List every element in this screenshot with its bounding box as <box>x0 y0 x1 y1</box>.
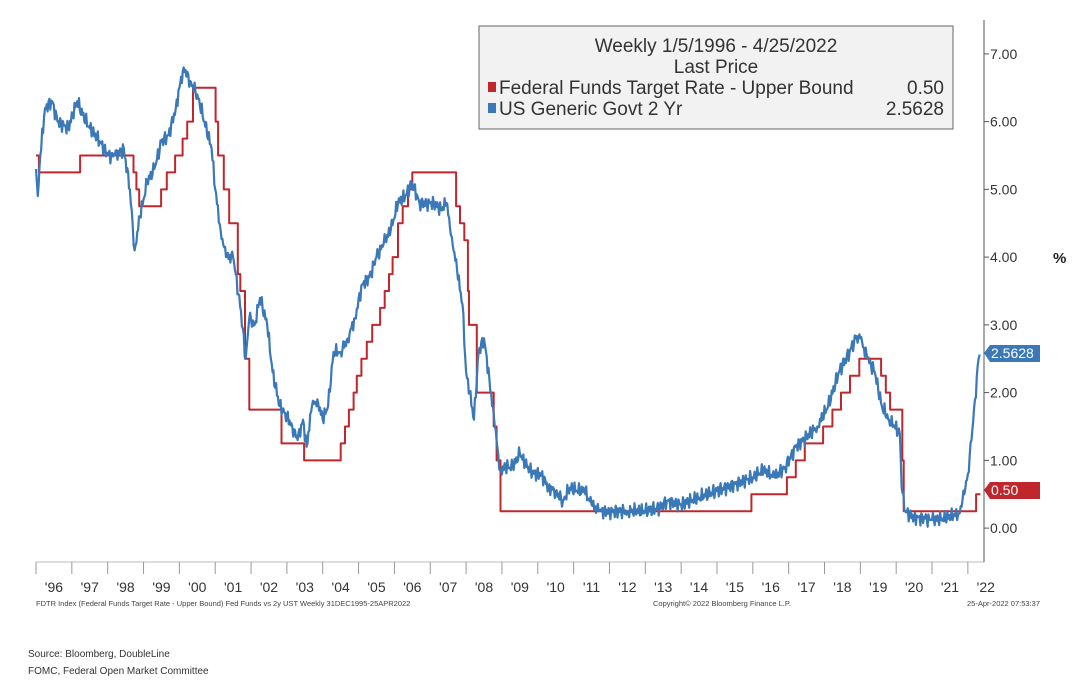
x-tick-label: '21 <box>941 579 959 595</box>
x-tick-label: '09 <box>511 579 529 595</box>
last-tag-treasury: 2.5628 <box>984 345 1040 362</box>
legend-value-fed: 0.50 <box>907 78 944 99</box>
source-line-1: Source: Bloomberg, DoubleLine <box>28 649 170 660</box>
x-tick-label: '10 <box>547 579 565 595</box>
y-tick-label: 4.00 <box>990 249 1017 265</box>
x-tick-label: '20 <box>905 579 923 595</box>
x-axis-ticks: '96 '97 '98 '99 '00 '01 '02 '03 '04 '05 '06 '07 '08 '… <box>35 562 995 595</box>
footer-description: FDTR Index (Federal Funds Target Rate - … <box>36 599 410 608</box>
series-line-fed-funds <box>36 86 981 513</box>
last-tag-fed: 0.50 <box>984 482 1040 499</box>
y-axis-ticks: 0.00 1.00 2.00 3.00 4.00 5.00 6.00 7.00 <box>984 46 1017 536</box>
series-line-treasury-2y <box>34 66 981 528</box>
x-tick-label: '22 <box>977 579 995 595</box>
legend: Weekly 1/5/1996 - 4/25/2022 Last Price F… <box>478 25 954 130</box>
legend-swatch-treasury <box>488 103 496 113</box>
x-tick-label: '96 <box>45 579 63 595</box>
x-tick-label: '04 <box>332 579 350 595</box>
x-tick-label: '02 <box>260 579 278 595</box>
x-tick-label: '12 <box>618 579 636 595</box>
plot-area <box>34 20 985 563</box>
legend-box <box>478 25 954 130</box>
source-line-2: FOMC, Federal Open Market Committee <box>28 666 209 677</box>
x-tick-label: '08 <box>475 579 493 595</box>
x-tick-label: '14 <box>690 579 708 595</box>
y-tick-label: 1.00 <box>990 452 1017 468</box>
legend-value-treasury: 2.5628 <box>886 99 944 120</box>
legend-title-period: Weekly 1/5/1996 - 4/25/2022 <box>595 36 838 57</box>
x-tick-label: '01 <box>224 579 242 595</box>
x-tick-label: '15 <box>726 579 744 595</box>
y-tick-label: 7.00 <box>990 46 1017 62</box>
y-tick-label: 6.00 <box>990 114 1017 130</box>
last-tag-fed-value: 0.50 <box>991 482 1018 498</box>
y-tick-label: 3.00 <box>990 317 1017 333</box>
x-tick-label: '06 <box>403 579 421 595</box>
x-tick-label: '16 <box>762 579 780 595</box>
unit-label: % <box>1053 250 1066 267</box>
y-tick-label: 5.00 <box>990 181 1017 197</box>
legend-label-fed: Federal Funds Target Rate - Upper Bound <box>499 78 854 99</box>
last-tag-treasury-bg <box>984 345 1040 362</box>
y-tick-label: 2.00 <box>990 385 1017 401</box>
x-tick-label: '03 <box>296 579 314 595</box>
x-tick-label: '18 <box>833 579 851 595</box>
last-value-tags: 2.5628 0.50 <box>984 345 1040 499</box>
last-tag-fed-bg <box>984 482 1040 499</box>
legend-title-price: Last Price <box>674 57 758 78</box>
series-layer <box>34 66 981 528</box>
x-tick-label: '97 <box>81 579 99 595</box>
x-tick-label: '00 <box>188 579 206 595</box>
y-tick-label: 0.00 <box>990 520 1017 536</box>
x-tick-label: '13 <box>654 579 672 595</box>
x-tick-label: '11 <box>583 579 600 595</box>
x-tick-label: '05 <box>367 579 385 595</box>
footer-copyright: Copyright© 2022 Bloomberg Finance L.P. <box>653 599 791 608</box>
legend-label-treasury: US Generic Govt 2 Yr <box>499 99 683 120</box>
footer-timestamp: 25-Apr-2022 07:53:37 <box>967 599 1040 608</box>
x-tick-label: '17 <box>797 579 815 595</box>
x-tick-label: '07 <box>439 579 457 595</box>
chart-footer: FDTR Index (Federal Funds Target Rate - … <box>36 599 1040 608</box>
last-tag-treasury-value: 2.5628 <box>991 345 1034 361</box>
x-tick-label: '98 <box>116 579 134 595</box>
x-tick-label: '99 <box>152 579 170 595</box>
x-tick-label: '19 <box>869 579 887 595</box>
legend-swatch-fed <box>488 82 496 92</box>
